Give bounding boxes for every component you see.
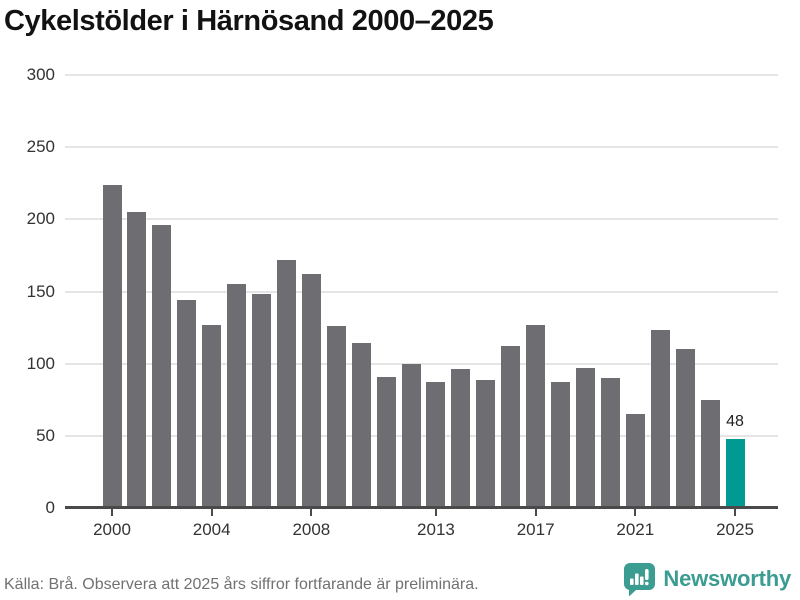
- bar-2006: [252, 294, 272, 508]
- x-tick-mark-2013: [434, 508, 437, 516]
- gridline-200: [65, 218, 778, 221]
- x-tick-label-2013: 2013: [417, 520, 455, 539]
- x-tick-mark-2008: [310, 508, 313, 516]
- x-tick-label-2008: 2008: [292, 520, 331, 539]
- bar-2008: [301, 274, 321, 508]
- gridline-150: [65, 290, 778, 293]
- bar-2017: [526, 324, 546, 508]
- gridline-50: [65, 434, 778, 437]
- newsworthy-logo-text: Newsworthy: [663, 566, 791, 591]
- chart-title: Cykelstölder i Härnösand 2000–2025: [4, 5, 494, 37]
- gridline-100: [65, 362, 778, 365]
- x-tick-mark-2004: [210, 508, 213, 516]
- newsworthy-logo: Newsworthy: [623, 562, 791, 597]
- bar-2020: [600, 378, 620, 508]
- y-tick-label-200: 200: [26, 209, 55, 229]
- x-tick-label-2025: 2025: [716, 520, 754, 539]
- bar-2007: [276, 259, 296, 508]
- bar-2013: [426, 382, 446, 508]
- gridline-300: [65, 74, 778, 76]
- bar-2024: [700, 399, 720, 508]
- bar-2016: [501, 346, 521, 508]
- y-tick-label-50: 50: [36, 425, 55, 445]
- x-tick-label-2021: 2021: [616, 520, 655, 539]
- y-tick-label-250: 250: [26, 137, 55, 157]
- y-tick-label-300: 300: [26, 65, 55, 84]
- bar-2001: [127, 212, 147, 508]
- bar-2003: [177, 300, 197, 508]
- bar-2002: [152, 225, 172, 508]
- bar-2014: [451, 369, 471, 508]
- x-tick-mark-2025: [734, 508, 736, 516]
- bar-2005: [227, 284, 247, 508]
- bar-2019: [575, 368, 595, 508]
- x-tick-mark-2000: [111, 508, 113, 516]
- x-tick-label-2000: 2000: [93, 520, 131, 539]
- y-tick-label-100: 100: [26, 353, 55, 373]
- x-tick-mark-2021: [634, 508, 637, 516]
- bar-2018: [551, 382, 571, 508]
- bar-2004: [202, 324, 222, 508]
- bar-2023: [675, 349, 695, 508]
- bar-2012: [401, 363, 421, 508]
- bar-2000: [102, 184, 122, 508]
- x-tick-label-2004: 2004: [192, 520, 231, 539]
- bar-2022: [650, 330, 670, 508]
- x-tick-label-2017: 2017: [516, 520, 555, 539]
- bar-value-label-2025: 48: [726, 412, 744, 430]
- source-note: Källa: Brå. Observera att 2025 års siffr…: [4, 576, 479, 593]
- y-tick-label-150: 150: [26, 281, 55, 301]
- plot-area: 0 50 100 150 200 250 300 2000 2004 2008 2013 2017 20…: [27, 65, 778, 539]
- bar-2025: [725, 438, 745, 508]
- x-tick-mark-2017: [534, 508, 537, 516]
- x-axis-line: [65, 506, 778, 509]
- newsworthy-speech-bubble-bar-chart-icon: [623, 562, 656, 597]
- gridline-250: [65, 146, 778, 149]
- bar-2015: [476, 379, 496, 508]
- y-tick-label-0: 0: [45, 498, 55, 517]
- bar-2010: [351, 343, 371, 508]
- bar-2009: [326, 326, 346, 508]
- bar-2021: [625, 414, 645, 508]
- bar-2011: [376, 376, 396, 508]
